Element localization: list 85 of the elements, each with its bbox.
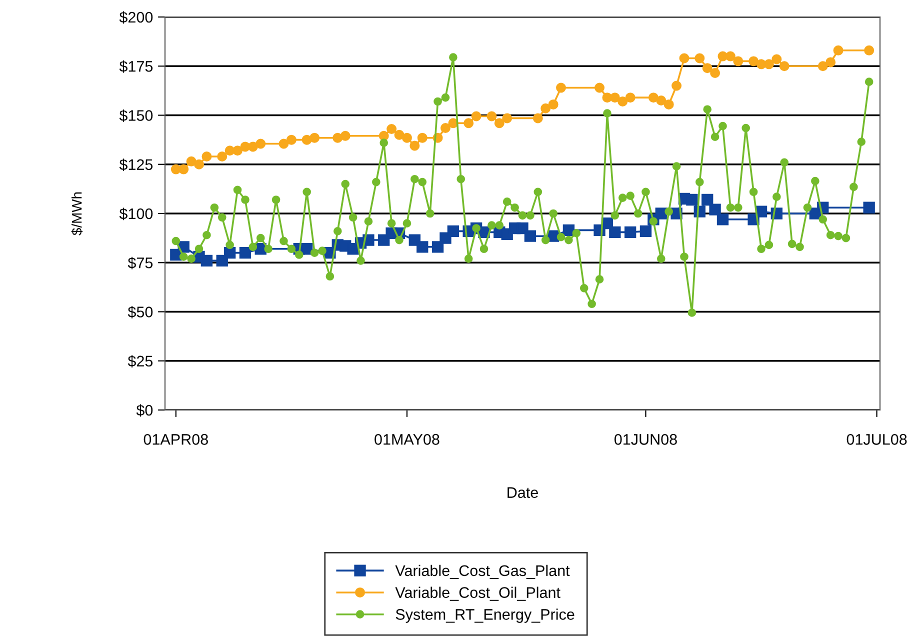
point [417, 132, 428, 143]
y-tick-label: $200 [119, 11, 153, 24]
point [386, 124, 397, 134]
point [725, 51, 736, 62]
point [202, 152, 212, 162]
point [716, 214, 729, 226]
x-tick-label: 01MAY08 [374, 434, 440, 445]
point [471, 111, 482, 122]
point [186, 156, 196, 166]
point [178, 164, 189, 174]
point [239, 246, 252, 259]
point [410, 140, 420, 151]
point [764, 59, 774, 70]
point [194, 159, 204, 170]
point [256, 138, 266, 149]
point [232, 146, 243, 156]
point [655, 208, 667, 220]
point [656, 96, 666, 106]
legend-label: System_RT_Energy_Price [396, 608, 574, 623]
y-axis-title: $/MWh [71, 192, 83, 236]
point [310, 132, 320, 143]
point [710, 68, 720, 78]
point [340, 130, 350, 141]
point [648, 92, 658, 103]
point [702, 194, 714, 206]
point [833, 45, 844, 56]
point [200, 254, 213, 266]
point [826, 57, 836, 68]
point [694, 53, 705, 64]
point [618, 96, 628, 106]
x-tick-label: 01JUL08 [846, 434, 907, 445]
point [447, 225, 460, 238]
point [779, 61, 790, 72]
point [440, 123, 450, 134]
point [818, 61, 828, 72]
point [679, 53, 690, 64]
point [502, 113, 512, 124]
y-tick-label: $100 [119, 208, 153, 220]
point [686, 194, 698, 206]
legend-label: Variable_Cost_Oil_Plant [395, 586, 560, 601]
point [540, 103, 551, 114]
point [464, 118, 474, 128]
y-tick-label: $125 [119, 158, 153, 171]
point [864, 45, 874, 56]
point [748, 56, 759, 66]
point [610, 92, 620, 103]
x-tick-label: 01APR08 [144, 434, 208, 445]
legend-label: Variable_Cost_Gas_Plant [395, 564, 570, 579]
y-tick-label: $175 [119, 60, 153, 73]
x-axis-title: Date [508, 487, 538, 498]
y-tick-label: $50 [128, 306, 153, 318]
point [772, 54, 782, 64]
y-tick-label: $150 [119, 109, 153, 122]
point [664, 99, 674, 110]
point [332, 132, 343, 143]
point [394, 130, 404, 140]
point [248, 142, 258, 152]
point [625, 92, 636, 103]
point [432, 241, 444, 253]
point [516, 222, 528, 234]
point [640, 225, 652, 238]
point [494, 118, 504, 128]
point [863, 202, 875, 214]
point [556, 82, 566, 93]
point [286, 134, 296, 145]
point [278, 138, 289, 149]
point [486, 111, 497, 122]
point [224, 246, 236, 259]
point [702, 63, 712, 74]
y-tick-label: $25 [128, 355, 153, 368]
point [416, 241, 428, 253]
point [402, 132, 412, 143]
point [532, 113, 543, 124]
point [548, 99, 558, 110]
point [524, 230, 536, 242]
point [624, 226, 636, 238]
point [217, 152, 228, 162]
y-tick-label: $0 [136, 404, 153, 417]
point [672, 80, 682, 91]
x-tick-label: 01JUN08 [614, 434, 677, 445]
point [609, 226, 621, 238]
y-tick-label: $75 [128, 256, 153, 270]
point [594, 82, 605, 93]
point [733, 56, 744, 66]
point [709, 204, 721, 216]
